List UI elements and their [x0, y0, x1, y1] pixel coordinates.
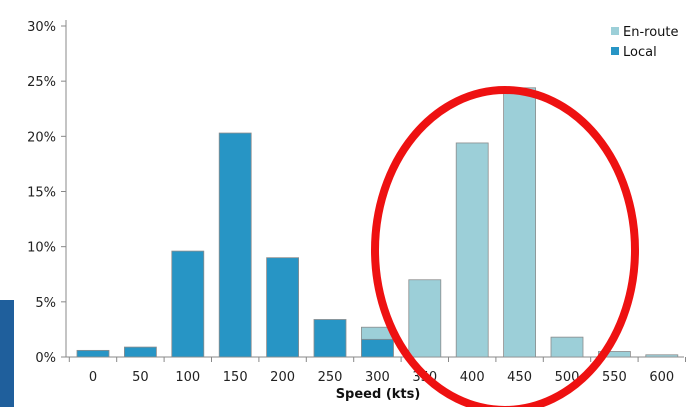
x-tick-label: 0 — [89, 370, 97, 385]
x-tick-label: 600 — [649, 370, 674, 385]
y-tick-label: 10% — [27, 241, 56, 256]
x-axis-title: Speed (kts) — [336, 387, 421, 402]
x-tick-label: 550 — [602, 370, 627, 385]
bar-en-route-550 — [598, 351, 631, 358]
x-tick-label: 250 — [318, 370, 343, 385]
y-tick-label: 15% — [27, 186, 56, 201]
bars-group — [76, 87, 679, 358]
bar-local-250 — [313, 319, 347, 358]
y-axis: 0% 5% 10% 15% 20% 25% 30% — [27, 20, 67, 366]
y-tick-label: 20% — [27, 130, 56, 145]
x-tick-label: 400 — [460, 370, 485, 385]
bar-en-route-500 — [550, 336, 584, 358]
bar-en-route-450 — [503, 87, 537, 358]
bar-local-0 — [76, 349, 110, 358]
bar-en-route-600 — [645, 354, 679, 358]
x-tick-label: 300 — [365, 370, 390, 385]
legend-label: En-route — [623, 25, 679, 40]
y-tick-label: 25% — [27, 75, 56, 90]
legend-swatch — [611, 47, 619, 55]
bar-local-50 — [124, 346, 157, 358]
legend: En-route Local — [611, 25, 679, 60]
y-tick-label: 5% — [35, 296, 56, 311]
bar-local-300 — [360, 338, 394, 358]
y-tick-label: 30% — [27, 20, 56, 35]
x-tick-label: 450 — [507, 370, 532, 385]
bar-en-route-400 — [455, 142, 489, 358]
bar-local-200 — [266, 257, 300, 358]
legend-label: Local — [623, 45, 657, 60]
legend-swatch — [611, 27, 619, 35]
bar-local-100 — [171, 250, 205, 358]
bar-local-150 — [218, 132, 252, 358]
y-tick-label: 0% — [35, 351, 56, 366]
highlight-ellipse — [371, 86, 639, 407]
bar-en-route-350 — [408, 279, 442, 358]
x-tick-label: 200 — [270, 370, 295, 385]
x-tick-label: 100 — [175, 370, 200, 385]
x-tick-label: 150 — [223, 370, 248, 385]
left-edge-panel — [0, 300, 14, 407]
x-tick-label: 50 — [132, 370, 149, 385]
